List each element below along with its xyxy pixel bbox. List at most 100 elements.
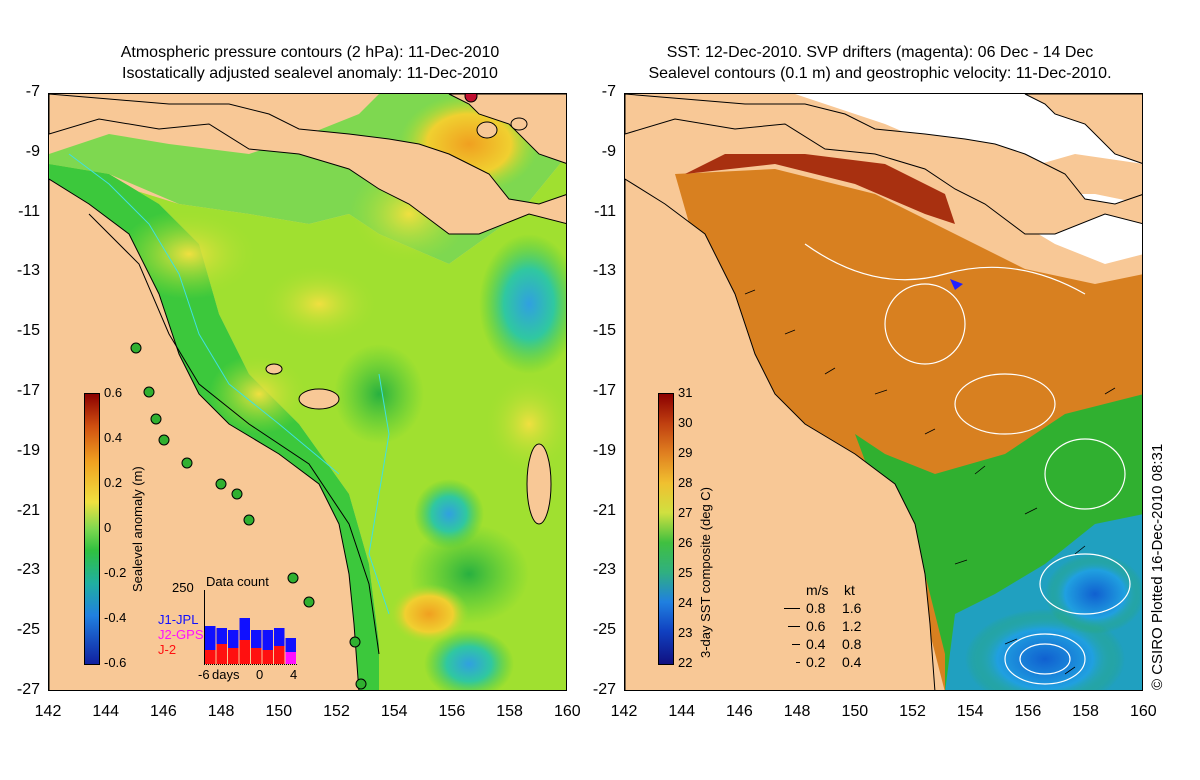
right-colorbar-title: 3-day SST composite (deg C) (698, 487, 713, 658)
data-count-legend-item: J2-GPS (158, 627, 204, 642)
x-axis-label-right: 148 (783, 703, 811, 720)
x-axis-label-right: 146 (726, 703, 753, 720)
right-colorbar-tick: 24 (678, 595, 693, 610)
x-axis-label-left: 152 (323, 703, 350, 720)
x-axis-label-right: 160 (1129, 703, 1157, 720)
data-count-bar-j2 (216, 644, 227, 664)
y-axis-label-left: -15 (16, 322, 40, 340)
data-count-xtick-neg6: -6 (198, 667, 210, 682)
left-title-line2: Isostatically adjusted sealevel anomaly:… (122, 65, 498, 82)
velocity-legend-header-kt: kt (844, 582, 855, 598)
data-count-ymax: 250 (172, 580, 194, 595)
data-count-bar-j2 (274, 646, 285, 664)
data-count-bar-j1 (274, 628, 285, 646)
velocity-legend-ms: 0.4 (806, 636, 826, 652)
right-colorbar-tick: 28 (678, 475, 693, 490)
velocity-legend-header-ms: m/s (806, 582, 829, 598)
left-colorbar-tick: 0.6 (104, 385, 123, 400)
data-count-bar-j1 (228, 630, 239, 648)
data-count-title: Data count (206, 574, 269, 589)
y-axis-label-left: -7 (25, 83, 40, 100)
credit-text: © CSIRO Plotted 16-Dec-2010 08:31 (1149, 443, 1166, 690)
data-count-xtick-4: 4 (290, 667, 298, 682)
y-axis-label-left: -13 (16, 262, 40, 280)
data-count-bar-j1 (262, 630, 273, 650)
left-map-graphic (49, 94, 566, 690)
y-axis-label-right: -9 (601, 142, 616, 160)
y-axis-label-right: -25 (592, 621, 616, 639)
velocity-legend-kt: 1.2 (842, 618, 862, 634)
y-axis-label-left: -17 (16, 382, 40, 399)
left-colorbar-tick: -0.4 (104, 610, 127, 625)
velocity-legend-kt: 1.6 (842, 600, 862, 616)
x-axis-label-right: 152 (899, 703, 926, 720)
left-title-line1: Atmospheric pressure contours (2 hPa): 1… (120, 44, 500, 61)
x-axis-label-left: 142 (34, 703, 62, 720)
velocity-legend-ms: 0.2 (806, 654, 826, 670)
data-count-xlabel-days: days (212, 667, 240, 682)
right-title-line2: Sealevel contours (0.1 m) and geostrophi… (648, 65, 1112, 82)
velocity-legend-ms: 0.8 (806, 600, 826, 616)
x-axis-label-right: 158 (1072, 703, 1099, 720)
data-count-bar-j2 (205, 650, 216, 664)
y-axis-label-left: -25 (16, 621, 40, 639)
y-axis-label-right: -23 (592, 561, 616, 579)
x-axis-label-left: 148 (207, 703, 235, 720)
x-axis-label-right: 142 (610, 703, 638, 720)
left-colorbar-tick: 0.2 (104, 475, 123, 490)
y-axis-label-right: -27 (592, 681, 616, 698)
data-count-bar-j2 (262, 650, 273, 664)
y-axis-label-left: -19 (16, 441, 40, 459)
velocity-legend-arrow (788, 626, 800, 627)
right-colorbar-tick: 22 (678, 655, 693, 670)
y-axis-label-right: -15 (592, 322, 616, 340)
right-map-sst[interactable] (624, 93, 1143, 691)
y-axis-label-right: -7 (601, 83, 616, 100)
left-colorbar-tick: 0 (104, 520, 112, 535)
data-count-bar-j2 (228, 648, 239, 664)
y-axis-label-left: -27 (16, 681, 40, 698)
right-colorbar-tick: 26 (678, 535, 693, 550)
left-colorbar-tick: -0.6 (104, 655, 127, 670)
data-count-bar-j2gps (285, 652, 296, 664)
data-count-bar-j1 (205, 626, 216, 650)
velocity-legend-ms: 0.6 (806, 618, 826, 634)
x-axis-label-left: 146 (150, 703, 177, 720)
data-count-chart (204, 590, 297, 665)
x-axis-label-left: 144 (92, 703, 120, 720)
data-count-bar-j2 (251, 648, 262, 664)
y-axis-label-right: -21 (592, 501, 616, 519)
x-axis-label-left: 156 (438, 703, 466, 720)
y-axis-label-left: -21 (16, 501, 40, 519)
right-title-line1: SST: 12-Dec-2010. SVP drifters (magenta)… (666, 44, 1094, 61)
x-axis-label-right: 144 (668, 703, 696, 720)
left-map-sealevel-anomaly[interactable] (48, 93, 567, 691)
right-colorbar-tick: 31 (678, 385, 693, 400)
x-axis-label-right: 150 (841, 703, 869, 720)
data-count-bar-j1 (285, 638, 296, 652)
right-colorbar-tick: 29 (678, 445, 693, 460)
y-axis-label-left: -9 (25, 142, 40, 160)
right-colorbar (658, 393, 674, 665)
data-count-legend-item: J-2 (158, 642, 177, 657)
data-count-bar-j2 (239, 640, 250, 664)
data-count-bars (205, 618, 296, 664)
y-axis-label-right: -19 (592, 441, 616, 459)
velocity-legend-arrow (784, 608, 800, 609)
left-colorbar-tick: 0.4 (104, 430, 123, 445)
left-colorbar-title: Sealevel anomaly (m) (130, 466, 145, 592)
left-colorbar (84, 393, 100, 665)
y-axis-label-left: -11 (18, 202, 40, 220)
data-count-legend-item: J1-JPL (158, 612, 199, 627)
right-colorbar-tick: 23 (678, 625, 693, 640)
x-axis-label-left: 158 (496, 703, 523, 720)
right-colorbar-tick: 27 (678, 505, 693, 520)
data-count-xtick-0: 0 (256, 667, 264, 682)
y-axis-label-left: -23 (16, 561, 40, 579)
y-axis-label-right: -13 (592, 262, 616, 280)
velocity-legend-kt: 0.4 (842, 654, 862, 670)
right-colorbar-tick: 30 (678, 415, 693, 430)
x-axis-label-right: 156 (1014, 703, 1042, 720)
x-axis-label-left: 154 (380, 703, 408, 720)
right-colorbar-tick: 25 (678, 565, 693, 580)
